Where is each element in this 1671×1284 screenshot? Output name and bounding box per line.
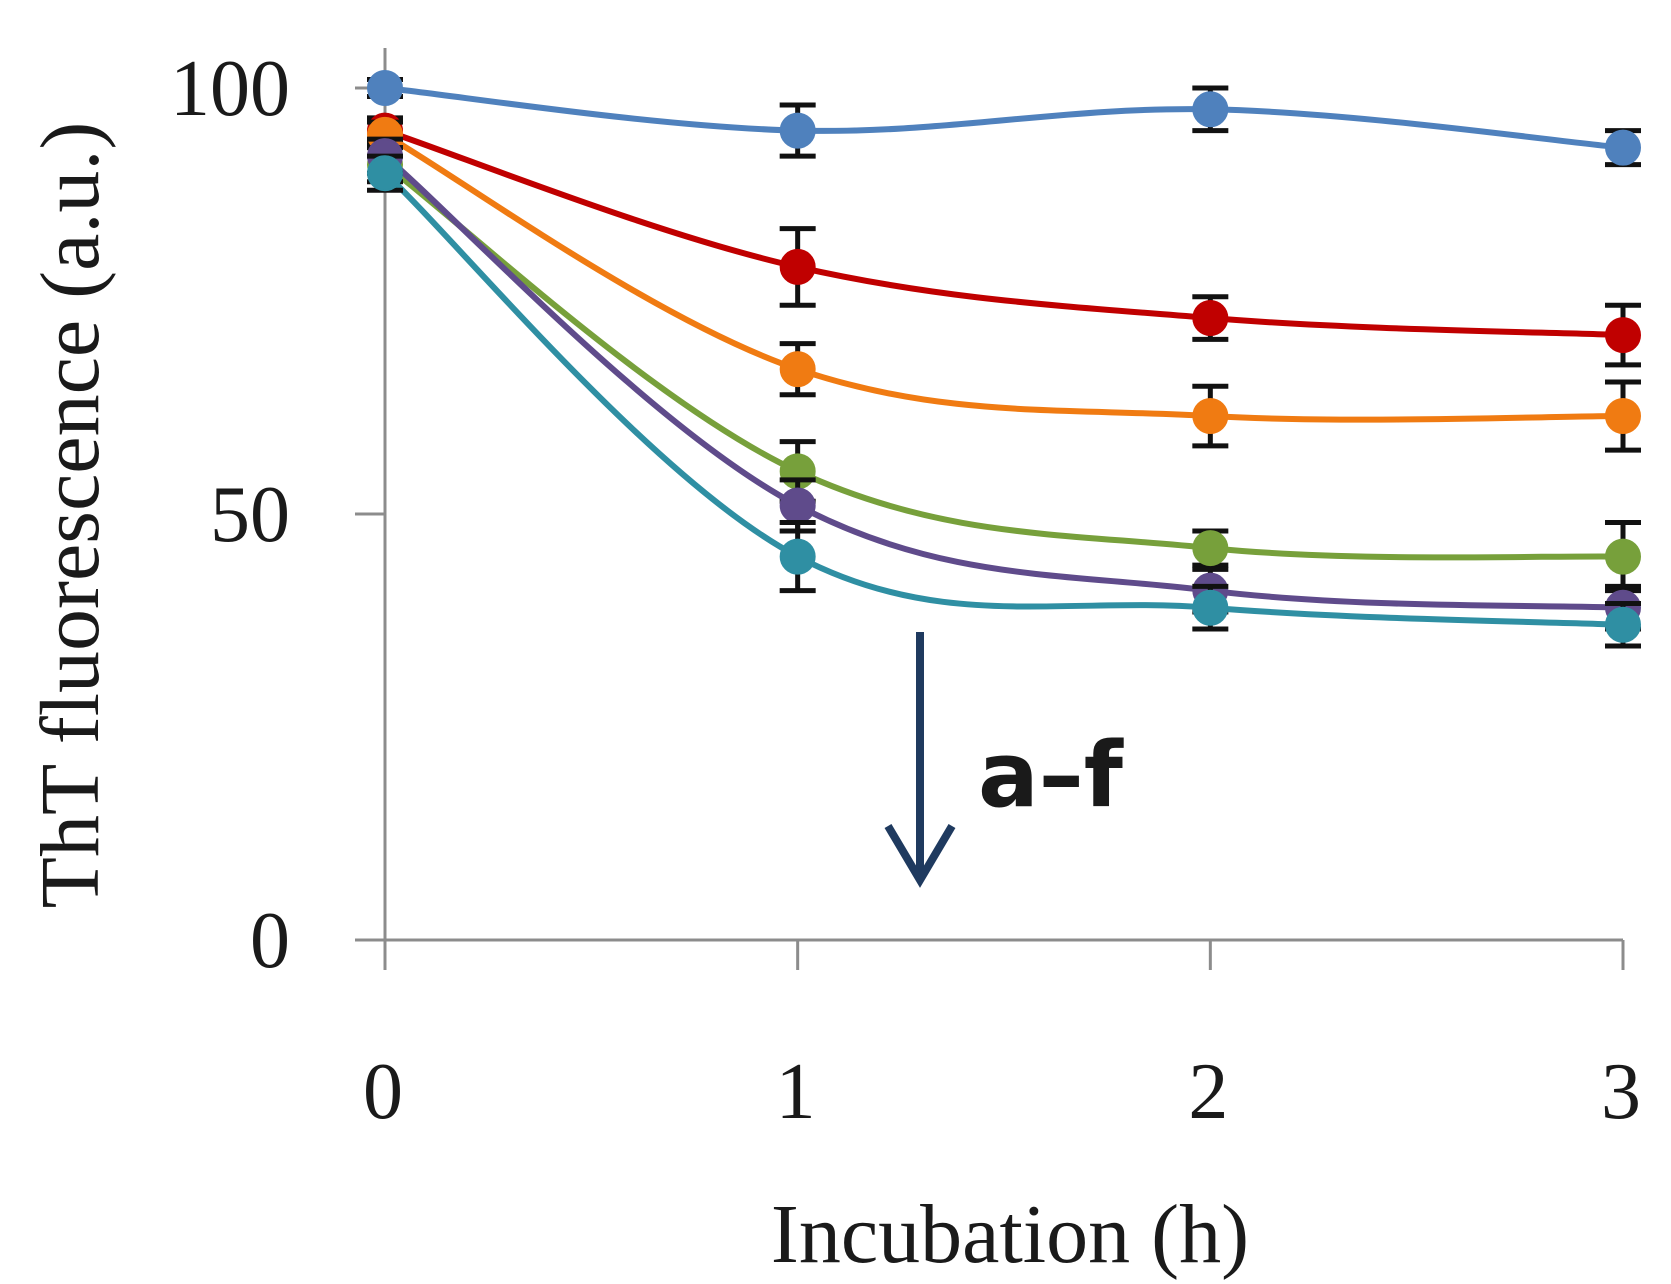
series-blue <box>367 70 1641 168</box>
data-point-red <box>1605 317 1641 354</box>
data-point-blue <box>1192 91 1229 128</box>
data-point-blue <box>1605 129 1641 166</box>
series-line-green <box>382 161 1626 561</box>
x-tick-label: 0 <box>363 1048 403 1136</box>
x-axis-title: Incubation (h) <box>771 1188 1249 1281</box>
y-axis-title: ThT fluorescence (a.u.) <box>24 122 117 909</box>
series-line-orange <box>382 131 1626 423</box>
series-layer <box>367 70 1641 649</box>
series-line-blue <box>382 85 1626 151</box>
annotation-layer: a–f <box>884 632 1124 888</box>
data-point-green <box>1192 530 1229 567</box>
data-point-purple <box>779 487 816 524</box>
x-tick-label: 2 <box>1188 1048 1228 1136</box>
series-line-teal <box>382 170 1626 628</box>
data-point-blue <box>367 70 403 106</box>
x-tick-label: 1 <box>776 1048 816 1136</box>
data-point-teal <box>1192 589 1229 626</box>
data-point-green <box>1605 538 1641 575</box>
series-red <box>367 112 1641 368</box>
down-arrow-head <box>884 823 956 888</box>
series-line-red <box>382 127 1626 339</box>
data-point-red <box>779 248 816 285</box>
series-orange <box>367 116 1641 453</box>
data-point-orange <box>1192 398 1229 435</box>
series-green <box>367 145 1641 594</box>
x-tick-label: 3 <box>1601 1048 1641 1136</box>
series-teal <box>367 153 1641 649</box>
axes: 0 50 100 0 1 2 3 <box>170 45 1641 1136</box>
series-line-purple <box>382 153 1626 611</box>
data-point-orange <box>1605 398 1641 435</box>
data-point-teal <box>1605 606 1641 643</box>
y-tick-label: 50 <box>210 471 290 559</box>
data-point-teal <box>779 538 816 575</box>
data-point-blue <box>779 112 816 149</box>
data-point-orange <box>779 351 816 388</box>
annotation-label: a–f <box>978 723 1124 828</box>
data-point-teal <box>367 155 403 192</box>
y-tick-label: 0 <box>250 897 290 985</box>
y-tick-label: 100 <box>170 45 290 133</box>
data-point-red <box>1192 300 1229 337</box>
